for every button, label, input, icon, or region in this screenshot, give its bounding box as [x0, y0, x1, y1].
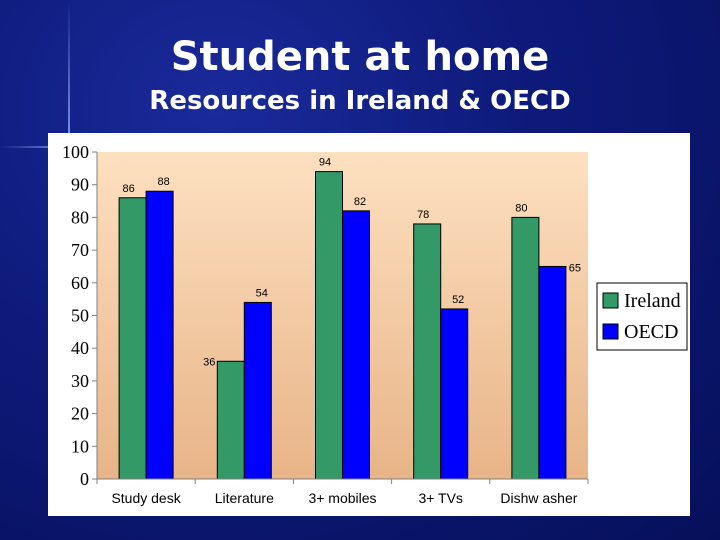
slide-title: Student at home [170, 34, 550, 80]
data-label: 78 [417, 209, 429, 221]
x-tick-label: Dishw asher [500, 490, 577, 506]
chart-panel: 0 10 20 30 40 50 60 70 80 90 100 86 88 36 54 94 82 78 52 8… [48, 133, 690, 516]
bar-oecd [342, 210, 370, 480]
y-tick-label: 60 [71, 273, 89, 293]
data-label: 94 [319, 157, 331, 169]
y-tick-label: 30 [71, 371, 89, 391]
x-tick-label: 3+ TVs [418, 490, 463, 506]
y-tick-label: 100 [62, 142, 89, 162]
bar-ireland [118, 197, 147, 480]
legend-label-ireland: Ireland [624, 290, 681, 312]
y-tick-label: 10 [71, 436, 89, 456]
bar-oecd [243, 301, 272, 480]
y-tick-label: 40 [71, 338, 89, 358]
y-axis: 0 10 20 30 40 50 60 70 80 90 100 [62, 142, 98, 489]
decorative-vertical-line [68, 0, 70, 150]
x-tick-label: Literature [215, 490, 274, 506]
bar-oecd [145, 190, 174, 480]
data-label: 52 [452, 294, 464, 306]
legend-swatch-oecd [602, 323, 619, 340]
bar-oecd [440, 308, 469, 480]
x-tick-label: Study desk [111, 490, 181, 506]
data-label: 65 [569, 262, 581, 274]
bar-oecd [538, 265, 567, 480]
bar-ireland [511, 216, 540, 480]
y-tick-label: 70 [71, 240, 89, 260]
data-label: 86 [122, 183, 134, 195]
data-label: 88 [157, 176, 169, 188]
decorative-horizontal-line [0, 146, 90, 148]
y-tick-label: 80 [71, 207, 89, 227]
data-label: 82 [354, 196, 366, 208]
bar-ireland [216, 360, 245, 480]
bar-ireland [315, 171, 343, 480]
legend: Ireland OECD [596, 282, 688, 351]
bars: 86 88 36 54 94 82 78 52 80 65 [118, 157, 581, 480]
y-tick-label: 0 [80, 469, 89, 489]
y-tick-label: 20 [71, 404, 89, 424]
y-tick-label: 90 [71, 175, 89, 195]
legend-swatch-ireland [602, 292, 619, 309]
data-label: 54 [256, 287, 268, 299]
bar-ireland [413, 223, 442, 480]
y-tick-label: 50 [71, 306, 89, 326]
x-tick-label: 3+ mobiles [308, 490, 376, 506]
slide-subtitle: Resources in Ireland & OECD [149, 86, 571, 116]
data-label: 36 [203, 356, 215, 368]
data-label: 80 [515, 202, 527, 214]
x-axis: Study desk Literature 3+ mobiles 3+ TVs Dish… [96, 478, 589, 506]
legend-label-oecd: OECD [624, 321, 678, 343]
